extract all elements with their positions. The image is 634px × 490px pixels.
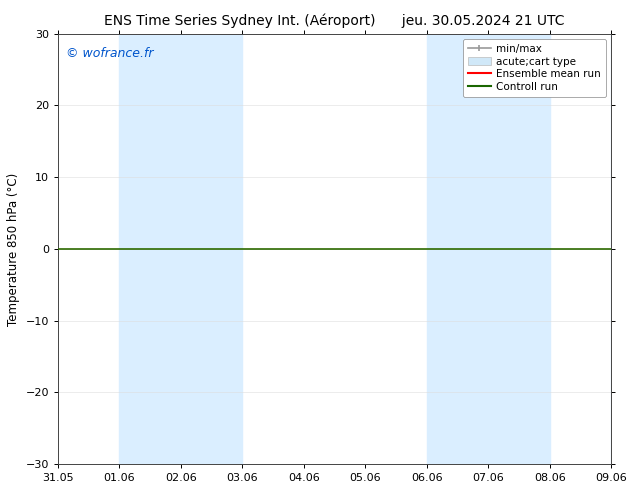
Bar xyxy=(611,34,634,464)
Title: ENS Time Series Sydney Int. (Aéroport)      jeu. 30.05.2024 21 UTC: ENS Time Series Sydney Int. (Aéroport) j… xyxy=(105,14,565,28)
Y-axis label: Temperature 850 hPa (°C): Temperature 850 hPa (°C) xyxy=(7,172,20,325)
Bar xyxy=(427,34,550,464)
Legend: min/max, acute;cart type, Ensemble mean run, Controll run: min/max, acute;cart type, Ensemble mean … xyxy=(463,39,606,97)
Bar xyxy=(119,34,242,464)
Text: © wofrance.fr: © wofrance.fr xyxy=(67,47,154,60)
